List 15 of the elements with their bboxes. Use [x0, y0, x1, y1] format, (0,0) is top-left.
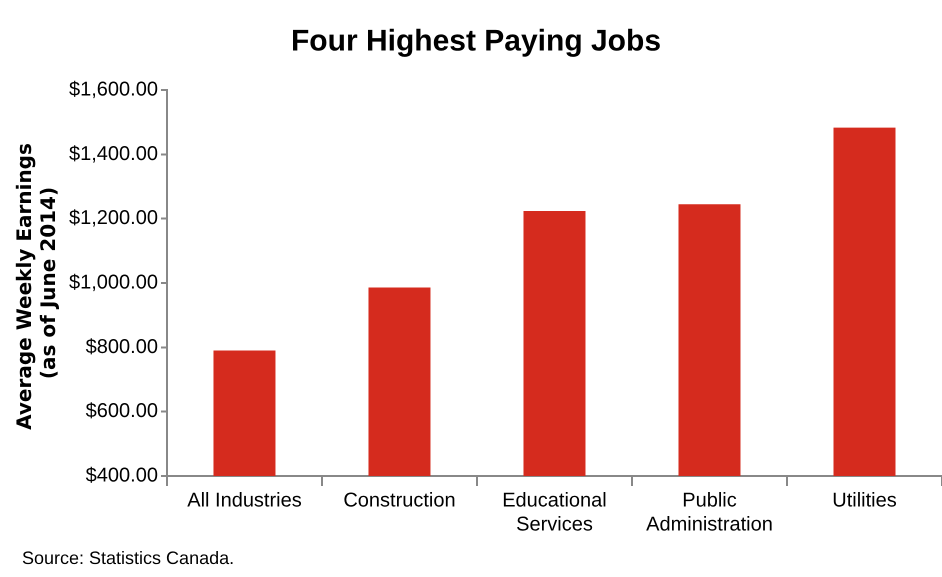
y-tick-label: $1,000.00	[68, 272, 158, 294]
y-tick-label: $600.00	[86, 400, 158, 422]
y-tick-label: $800.00	[86, 336, 158, 358]
chart-title: Four Highest Paying Jobs	[290, 24, 662, 58]
x-tick-label: Utilities	[832, 490, 897, 512]
y-tick-label: $400.00	[86, 464, 158, 487]
x-tick-label: Construction	[343, 490, 456, 512]
x-tick-label: Public Administration	[646, 490, 773, 536]
x-tick-label: Educational Services	[502, 490, 607, 536]
y-axis-title: Average Weekly Earnings (as of June 2014)	[12, 136, 60, 430]
source-note: Source: Statistics Canada.	[22, 548, 234, 569]
x-tick-label: All Industries	[187, 490, 302, 512]
y-tick-label: $1,400.00	[68, 142, 158, 165]
y-tick-label: $1,200.00	[68, 207, 158, 230]
y-tick-label: $1,600.00	[68, 78, 158, 101]
